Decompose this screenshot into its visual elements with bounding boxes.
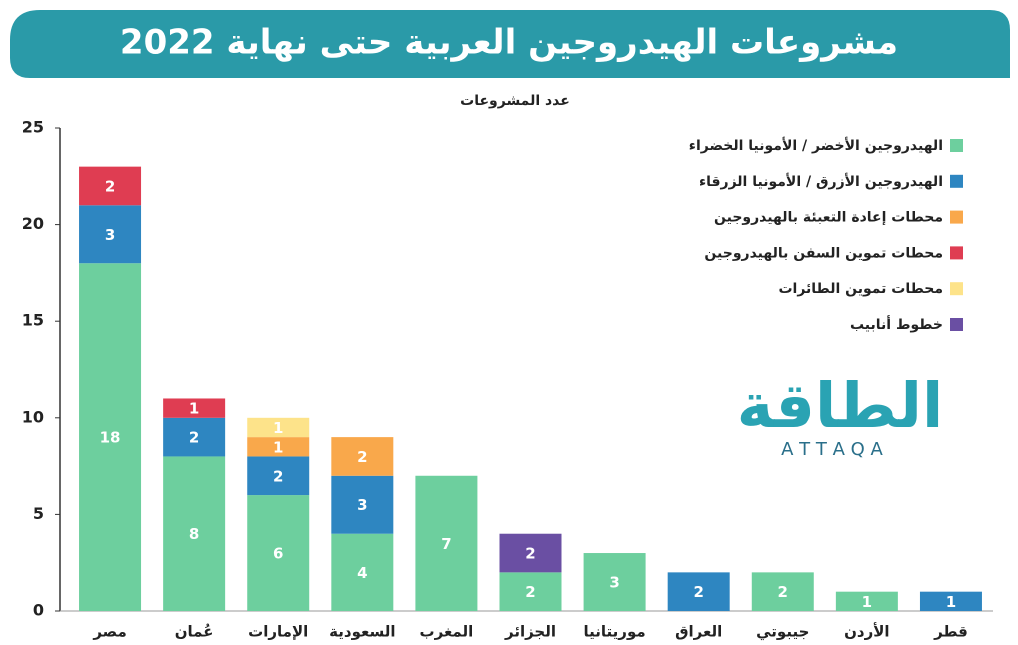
bar-segment bbox=[331, 475, 394, 534]
y-tick-label: 10 bbox=[22, 407, 44, 426]
y-tick-label: 20 bbox=[22, 214, 44, 233]
data-label: 1 bbox=[273, 438, 283, 456]
x-tick-label: العراق bbox=[675, 623, 722, 641]
legend-label: محطات تموين الطائرات bbox=[778, 281, 943, 297]
bar-segment bbox=[79, 205, 142, 264]
data-label: 3 bbox=[105, 226, 115, 244]
y-tick-label: 25 bbox=[22, 118, 44, 137]
y-tick-label: 15 bbox=[22, 311, 44, 330]
legend-label: محطات إعادة التعبئة بالهيدروجين bbox=[714, 210, 943, 226]
data-label: 2 bbox=[525, 545, 535, 563]
bar-segment bbox=[667, 572, 730, 611]
legend-label: الهيدروجين الأخضر / الأمونيا الخضراء bbox=[689, 137, 943, 154]
bar-segment bbox=[499, 572, 562, 611]
legend-swatch bbox=[950, 210, 963, 224]
bar-segment bbox=[163, 398, 226, 418]
y-tick-label: 5 bbox=[33, 504, 44, 523]
bar-segment bbox=[835, 591, 898, 611]
bar-segment bbox=[79, 166, 142, 206]
bar-segment bbox=[247, 495, 310, 611]
bar-segment bbox=[415, 475, 478, 611]
bar-segment bbox=[583, 553, 646, 611]
legend-label: خطوط أنابيب bbox=[850, 315, 943, 333]
bar-segment bbox=[163, 417, 226, 457]
data-label: 2 bbox=[189, 429, 199, 447]
bar-segment bbox=[331, 533, 394, 611]
chart-title: مشروعات الهيدروجين العربية حتى نهاية 202… bbox=[120, 23, 898, 63]
data-label: 2 bbox=[105, 177, 115, 195]
legend-swatch bbox=[950, 174, 963, 188]
data-label: 6 bbox=[273, 545, 283, 563]
x-tick-label: عُمان bbox=[175, 623, 214, 641]
bar-segment bbox=[247, 437, 310, 457]
logo-text: الطاقة bbox=[737, 369, 943, 442]
data-label: 8 bbox=[189, 525, 199, 543]
data-label: 2 bbox=[693, 583, 703, 601]
bar-segment bbox=[331, 437, 394, 476]
data-label: 2 bbox=[778, 583, 788, 601]
data-label: 2 bbox=[525, 583, 535, 601]
bar-segment bbox=[247, 456, 310, 496]
x-tick-label: الإمارات bbox=[248, 623, 308, 641]
x-tick-label: الجزائر bbox=[504, 623, 556, 641]
x-tick-label: الأردن bbox=[844, 623, 889, 641]
x-tick-label: المغرب bbox=[420, 623, 474, 641]
legend-swatch bbox=[950, 282, 963, 296]
logo-latin: A T T A Q A bbox=[781, 439, 883, 460]
legend-label: الهيدروجين الأزرق / الأمونيا الزرقاء bbox=[699, 173, 943, 190]
x-tick-label: مصر bbox=[92, 623, 126, 641]
legend-swatch bbox=[950, 139, 963, 152]
bar-segment bbox=[919, 591, 982, 611]
title-banner bbox=[10, 10, 1010, 78]
x-tick-label: السعودية bbox=[329, 623, 395, 641]
x-tick-label: قطر bbox=[933, 623, 968, 641]
bar-segment bbox=[79, 263, 142, 611]
bar-segment bbox=[499, 533, 562, 573]
y-tick-label: 0 bbox=[33, 601, 44, 620]
data-label: 1 bbox=[862, 593, 872, 611]
x-tick-label: جيبوتي bbox=[756, 623, 809, 641]
data-label: 1 bbox=[273, 419, 283, 437]
data-label: 1 bbox=[946, 593, 956, 611]
y-axis-label: عدد المشروعات bbox=[460, 93, 570, 109]
data-label: 4 bbox=[357, 564, 367, 582]
data-label: 3 bbox=[357, 496, 367, 514]
data-label: 18 bbox=[100, 429, 121, 447]
data-label: 7 bbox=[441, 535, 451, 553]
bar-segment bbox=[163, 456, 226, 611]
legend-swatch bbox=[950, 246, 963, 260]
data-label: 1 bbox=[189, 400, 199, 418]
legend-label: محطات تموين السفن بالهيدروجين bbox=[704, 245, 943, 261]
legend-swatch bbox=[950, 318, 963, 331]
data-label: 2 bbox=[357, 448, 367, 466]
data-label: 2 bbox=[273, 467, 283, 485]
x-tick-label: موريتانيا bbox=[584, 623, 646, 641]
bar-segment bbox=[751, 572, 814, 611]
data-label: 3 bbox=[609, 574, 619, 592]
bar-segment bbox=[247, 417, 310, 438]
